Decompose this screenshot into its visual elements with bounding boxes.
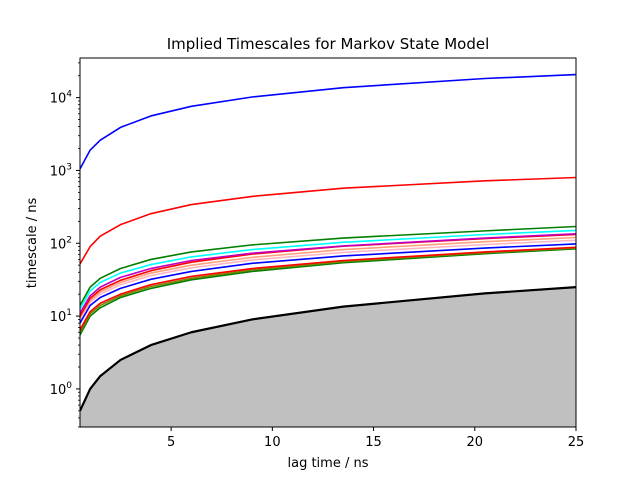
series-line-4 <box>80 229 576 310</box>
x-tick-label: 15 <box>365 435 382 450</box>
x-tick-label: 20 <box>467 435 484 450</box>
series-line-11 <box>80 247 576 333</box>
lag-time-fill <box>80 287 576 427</box>
x-tick-label: 10 <box>264 435 281 450</box>
axes: 5 10 15 20 25 100 101 102 103 104 <box>50 57 585 450</box>
plot-area <box>80 73 576 427</box>
series-line-1 <box>80 73 576 170</box>
y-tick-label: 102 <box>50 235 72 252</box>
series-line-2 <box>80 176 576 265</box>
series-line-9 <box>80 243 576 324</box>
series-line-3 <box>80 225 576 306</box>
series-line-7 <box>80 236 576 319</box>
x-tick-label: 25 <box>568 435 585 450</box>
y-tick-label: 104 <box>50 90 73 107</box>
chart-title: Implied Timescales for Markov State Mode… <box>167 35 490 53</box>
lag-time-line <box>80 286 576 412</box>
y-tick-label: 101 <box>50 308 72 325</box>
series-line-8 <box>80 239 576 320</box>
plot-frame <box>79 57 577 428</box>
y-tick-label: 103 <box>50 162 72 179</box>
y-axis-label: timescale / ns <box>25 198 40 289</box>
series-line-5 <box>80 232 576 314</box>
x-axis-label: lag time / ns <box>288 456 369 471</box>
series-line-10 <box>80 246 576 331</box>
y-tick-label: 100 <box>50 381 73 398</box>
series-line-12 <box>80 247 576 336</box>
x-tick-label: 5 <box>167 435 175 450</box>
